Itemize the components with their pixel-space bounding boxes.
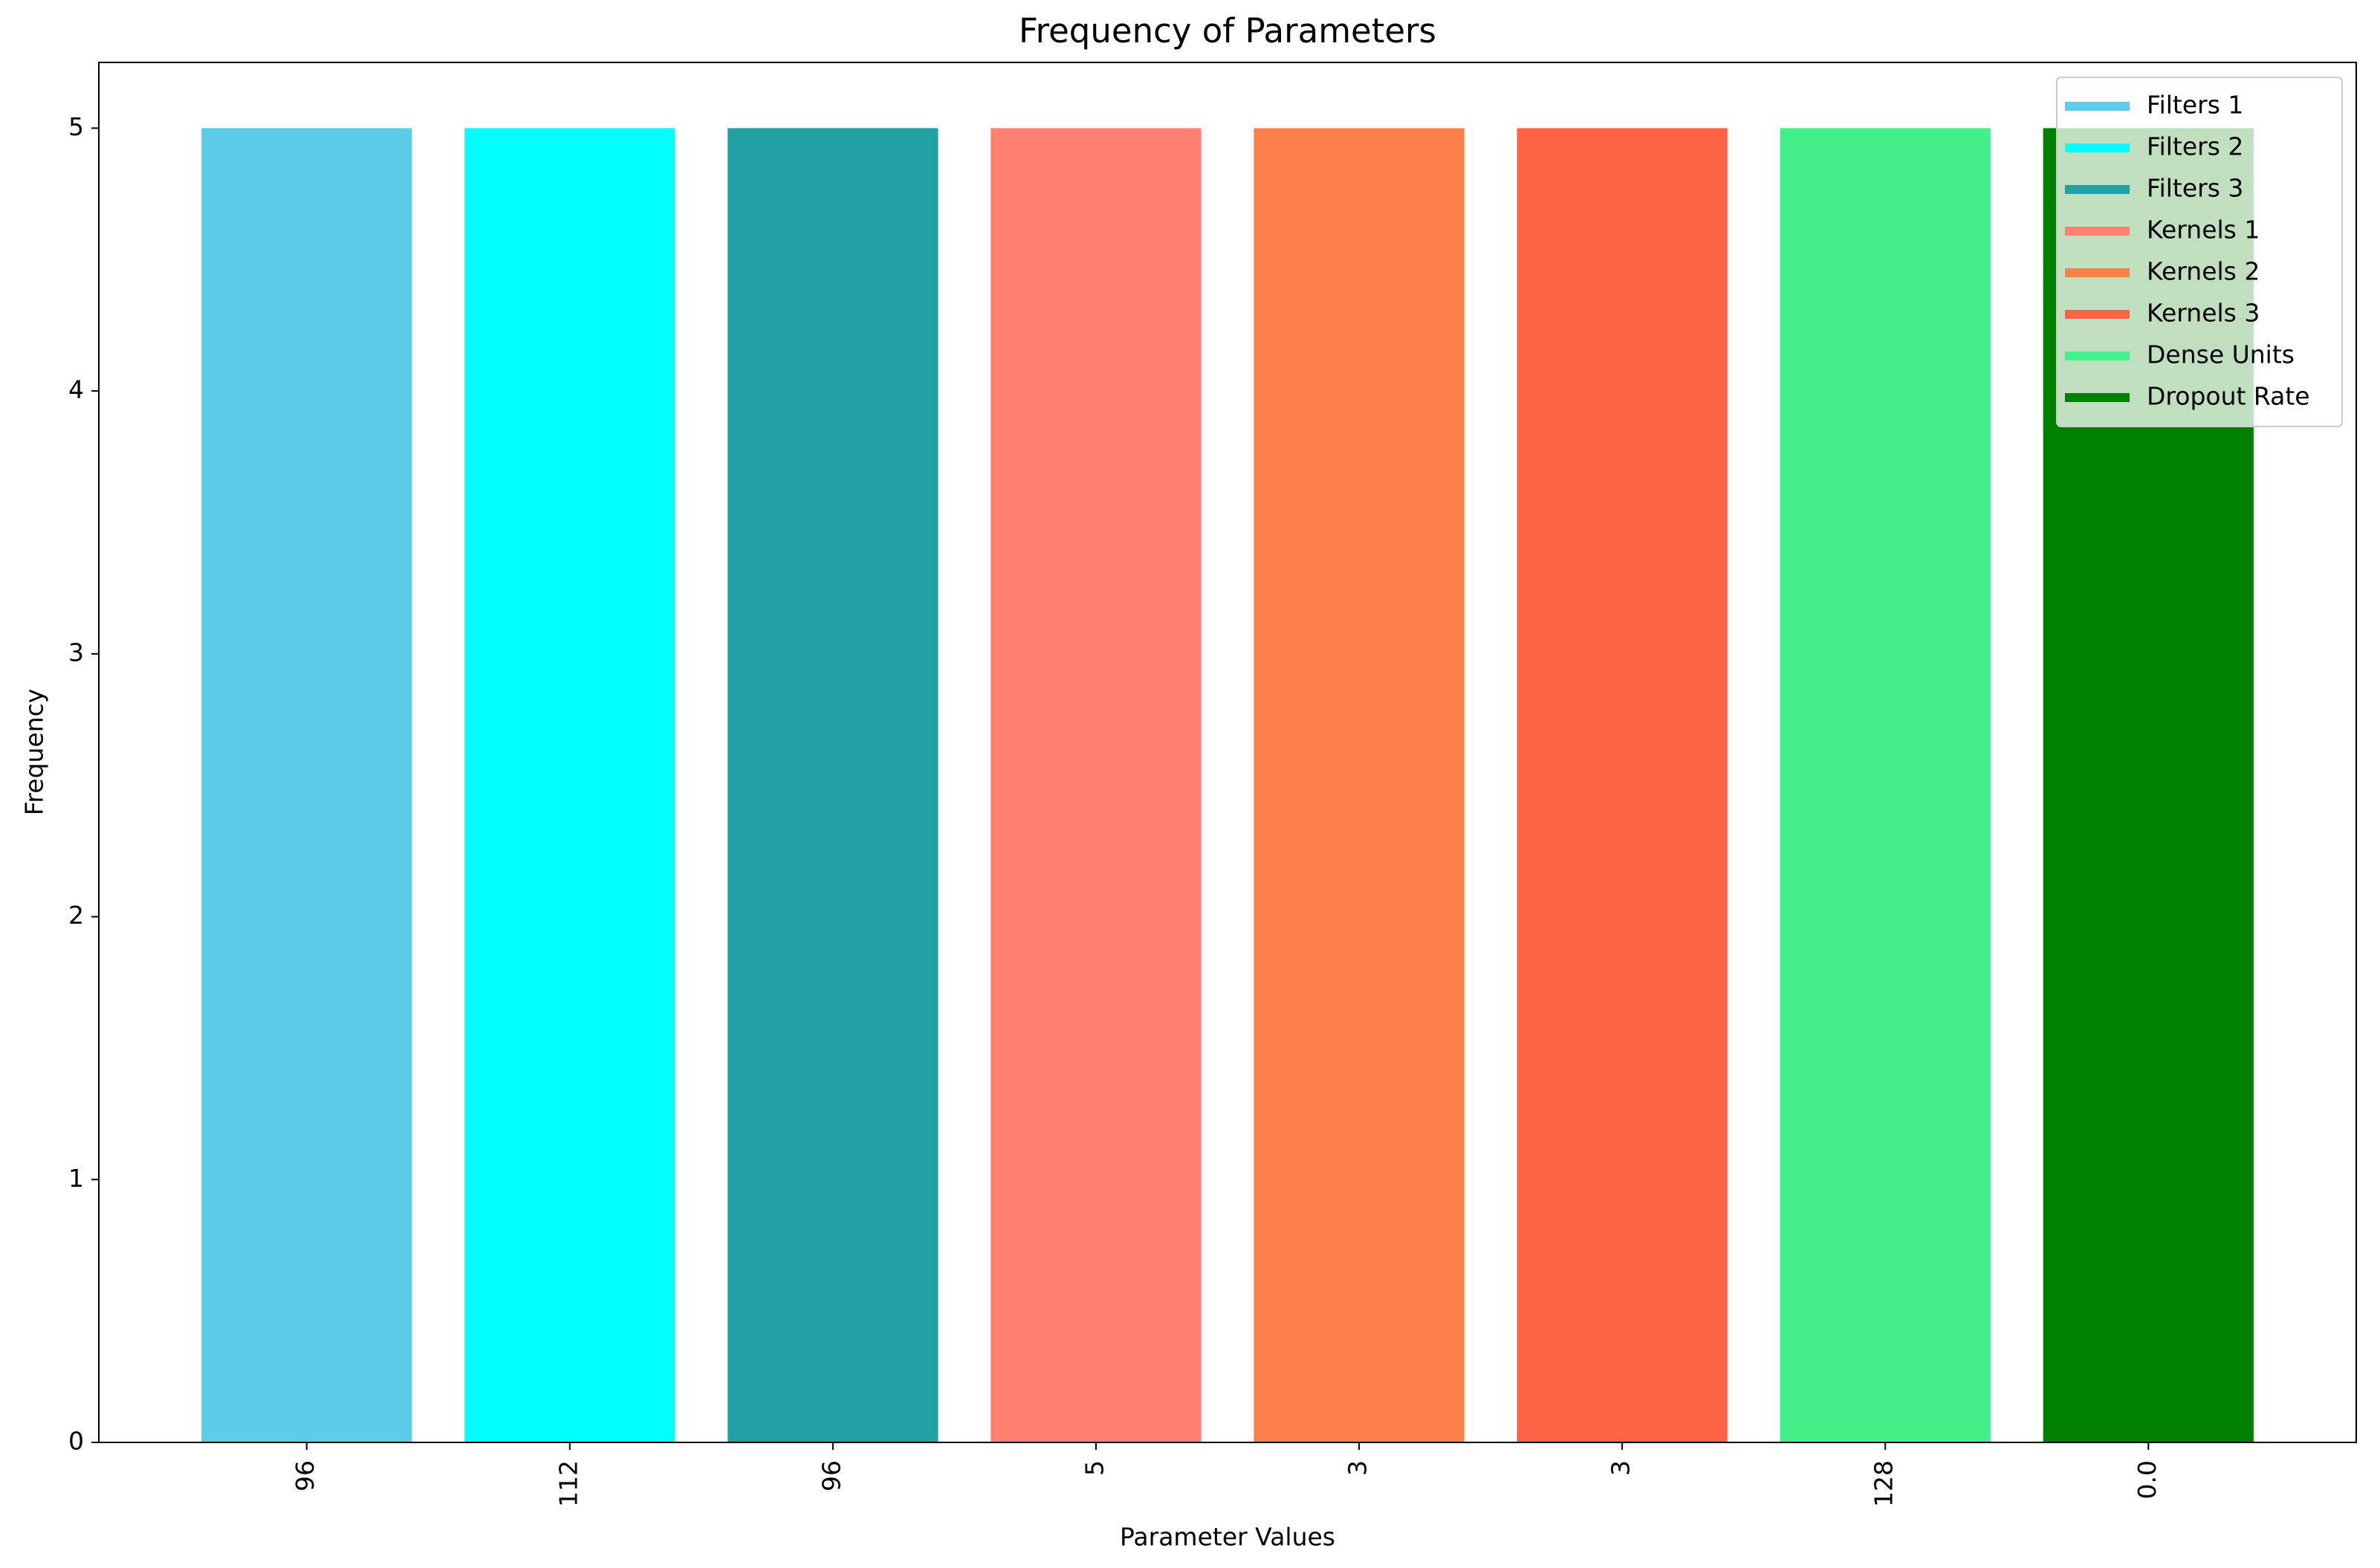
legend-label: Kernels 3: [2147, 299, 2260, 328]
x-tick-label: 0.0: [2133, 1460, 2162, 1499]
legend-label: Dropout Rate: [2147, 382, 2310, 411]
legend-box: [2056, 77, 2343, 427]
x-tick-label: 3: [1343, 1460, 1372, 1476]
legend-label: Filters 1: [2147, 91, 2243, 120]
chart-title: Frequency of Parameters: [1019, 11, 1436, 51]
bar: [1254, 128, 1465, 1442]
x-tick-label: 96: [817, 1460, 846, 1491]
bar: [464, 128, 675, 1442]
bar: [1780, 128, 1991, 1442]
y-tick-label: 0: [68, 1427, 84, 1456]
y-tick-label: 3: [68, 638, 84, 667]
bar: [990, 128, 1202, 1442]
legend-label: Kernels 2: [2147, 257, 2260, 286]
x-tick-label: 128: [1870, 1460, 1899, 1507]
x-tick-label: 3: [1606, 1460, 1635, 1476]
y-axis-label: Frequency: [20, 689, 49, 815]
bar: [201, 128, 412, 1442]
x-tick-label: 112: [554, 1460, 583, 1507]
legend-label: Dense Units: [2147, 340, 2295, 369]
legend-label: Filters 3: [2147, 174, 2243, 203]
x-tick-label: 5: [1080, 1460, 1109, 1476]
x-axis-label: Parameter Values: [1120, 1523, 1335, 1552]
legend-label: Filters 2: [2147, 132, 2243, 161]
y-tick-label: 5: [68, 112, 84, 141]
bar: [1517, 128, 1728, 1442]
legend-label: Kernels 1: [2147, 216, 2260, 244]
y-tick-label: 1: [68, 1164, 84, 1193]
bar: [727, 128, 938, 1442]
y-tick-label: 4: [68, 375, 84, 404]
plot-frame: [98, 62, 2357, 1443]
x-tick-label: 96: [291, 1460, 320, 1491]
y-tick-label: 2: [68, 901, 84, 930]
